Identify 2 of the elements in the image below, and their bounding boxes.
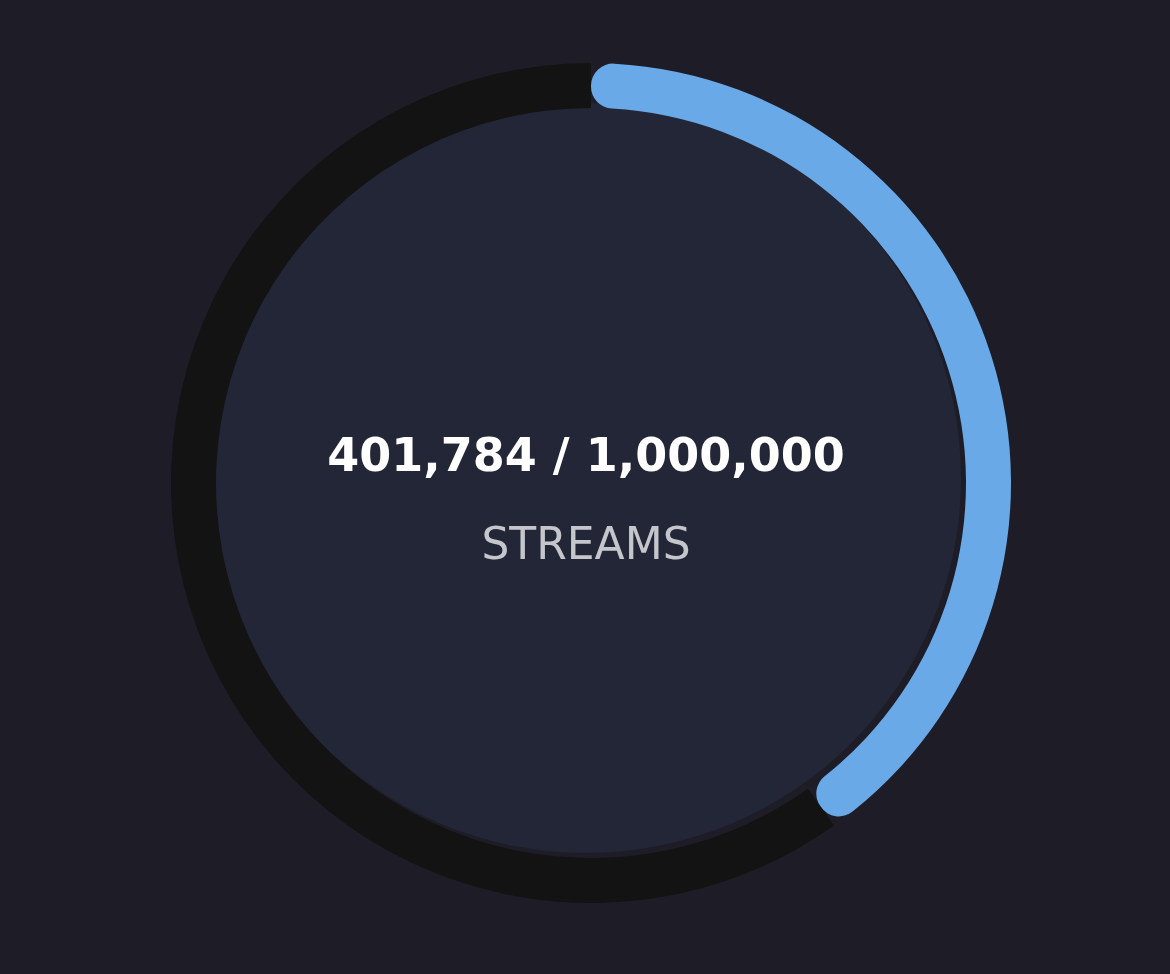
- text: STREAMS: [480, 518, 692, 569]
- text: 401,784 / 1,000,000: [326, 428, 846, 482]
